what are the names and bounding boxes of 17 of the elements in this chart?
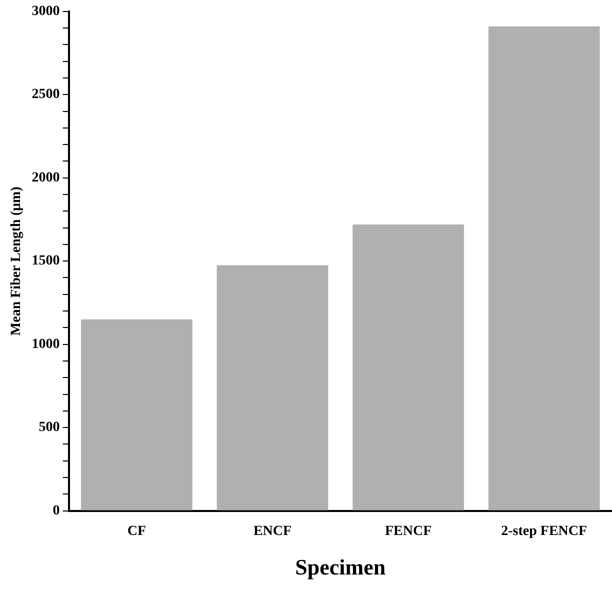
x-tick-label: 2-step FENCF: [501, 524, 588, 539]
y-tick-label: 0: [52, 503, 60, 518]
y-tick-label: 500: [38, 420, 60, 436]
bar: [81, 319, 192, 510]
x-tick-label: ENCF: [253, 524, 292, 539]
y-axis-title: Mean Fiber Length (µm): [9, 186, 24, 336]
x-axis-title: Specimen: [295, 554, 386, 580]
y-tick-label: 3000: [32, 4, 60, 20]
y-tick-label: 2500: [32, 87, 60, 102]
bar: [352, 224, 464, 510]
x-tick-label: CF: [127, 524, 146, 539]
y-tick-label: 1000: [32, 336, 60, 352]
bar: [488, 26, 600, 510]
y-tick-label: 2000: [32, 170, 60, 186]
x-tick-label: FENCF: [384, 524, 432, 539]
y-tick-label: 1500: [32, 254, 60, 269]
bar: [216, 265, 328, 510]
